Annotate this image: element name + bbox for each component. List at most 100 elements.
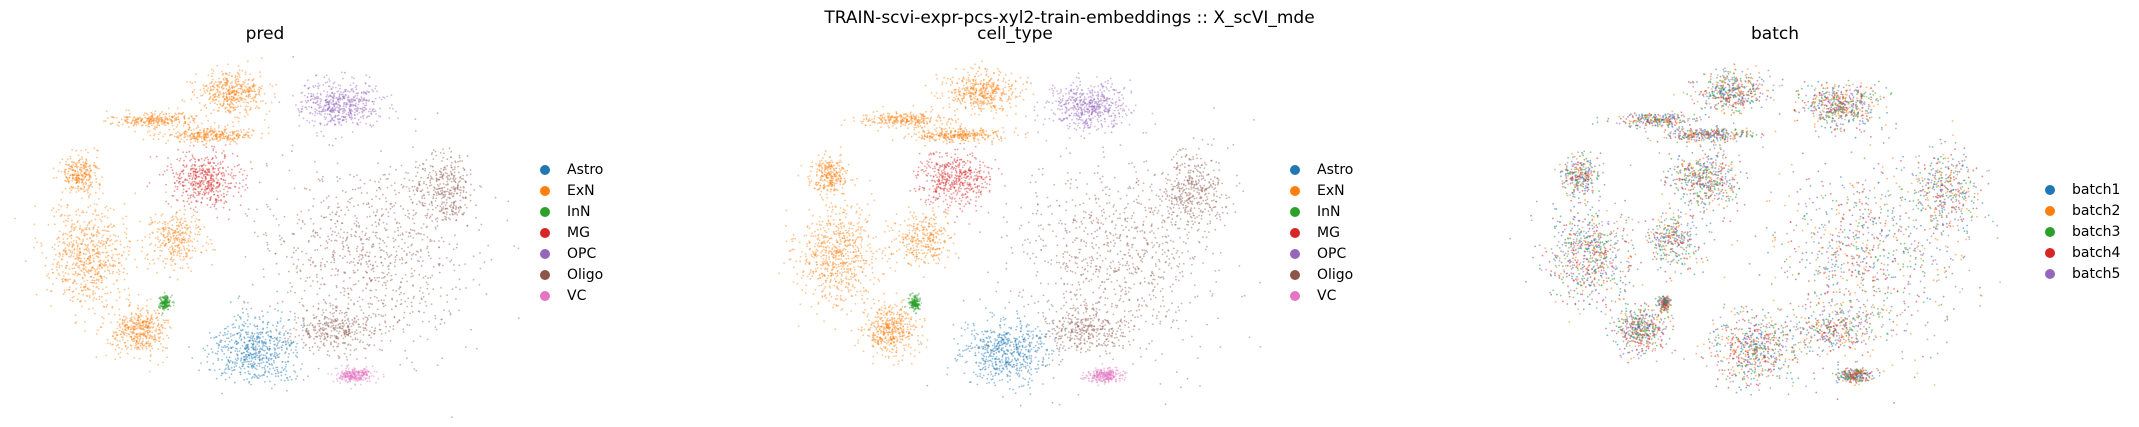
scatter-point: [194, 188, 196, 191]
scatter-point: [234, 108, 237, 111]
scatter-point: [216, 216, 219, 219]
scatter-point: [113, 208, 115, 211]
scatter-point: [276, 198, 279, 201]
scatter-point: [414, 213, 417, 216]
scatter-point: [190, 167, 192, 170]
scatter-point: [331, 118, 334, 120]
scatter-point: [218, 100, 220, 103]
scatter-point: [316, 92, 319, 95]
scatter-point: [336, 114, 339, 117]
scatter-point: [311, 95, 313, 98]
scatter-point: [446, 172, 448, 175]
scatter-point: [441, 160, 443, 162]
scatter-point: [342, 331, 345, 333]
scatter-point: [64, 170, 66, 173]
scatter-point: [352, 269, 355, 272]
scatter-point: [92, 248, 94, 251]
scatter-point: [438, 193, 441, 196]
scatter-point: [253, 231, 256, 234]
scatter-point: [209, 183, 212, 186]
scatter-point: [286, 340, 289, 342]
scatter-point: [197, 170, 199, 173]
scatter-point: [365, 260, 368, 263]
scatter-point: [81, 243, 83, 246]
scatter-point: [351, 338, 354, 341]
scatter-point: [204, 185, 207, 188]
scatter-point: [363, 182, 366, 185]
scatter-point: [202, 175, 205, 177]
scatter-point: [279, 331, 281, 334]
scatter-point: [73, 248, 75, 251]
scatter-point: [324, 247, 327, 250]
scatter-point: [360, 250, 363, 252]
scatter-point: [325, 101, 327, 104]
scatter-point: [448, 310, 451, 312]
scatter-point: [316, 135, 318, 137]
scatter-point: [314, 249, 316, 252]
scatter-point: [325, 99, 327, 102]
scatter-point: [322, 110, 325, 113]
scatter-point: [350, 88, 353, 91]
scatter-point: [176, 179, 178, 182]
scatter-point: [218, 182, 221, 185]
scatter-point: [420, 265, 423, 267]
scatter-point: [179, 172, 182, 175]
scatter-point: [147, 331, 150, 334]
scatter-point: [165, 142, 167, 145]
scatter-point: [387, 268, 390, 271]
scatter-point: [106, 338, 109, 341]
scatter-point: [324, 99, 327, 102]
scatter-point: [395, 305, 397, 308]
scatter-point: [461, 213, 463, 216]
scatter-point: [192, 208, 195, 211]
scatter-point: [148, 130, 151, 132]
scatter-point: [202, 143, 205, 146]
scatter-point: [94, 208, 97, 211]
scatter-point: [104, 292, 107, 295]
scatter-point: [326, 98, 328, 101]
scatter-point: [312, 352, 315, 355]
scatter-point: [464, 181, 467, 184]
scatter-point: [77, 236, 80, 239]
scatter-point: [197, 191, 200, 194]
scatter-point: [324, 105, 327, 107]
scatter-point: [357, 187, 360, 190]
scatter-point: [145, 345, 148, 348]
scatter-point: [72, 169, 75, 172]
scatter-point: [76, 262, 78, 264]
scatter-point: [459, 199, 462, 202]
scatter-point: [336, 317, 338, 320]
scatter-point: [149, 298, 152, 301]
scatter-point: [432, 193, 435, 196]
scatter-point: [314, 112, 317, 114]
scatter-point: [455, 205, 457, 208]
scatter-point: [137, 316, 140, 319]
scatter-point: [204, 164, 207, 167]
scatter-point: [444, 218, 447, 220]
scatter-point: [227, 173, 230, 176]
panel-pred: pred Astro ExN InN MG OPC Oligo VC: [0, 0, 640, 427]
scatter-point: [404, 262, 407, 264]
scatter-point: [319, 265, 322, 268]
scatter-point: [340, 93, 343, 96]
scatter-point: [307, 209, 310, 212]
scatter-point: [383, 250, 385, 253]
scatter-point: [111, 272, 114, 275]
scatter-point: [459, 191, 462, 194]
scatter-point: [152, 138, 155, 141]
scatter-point: [419, 302, 421, 305]
scatter-point: [182, 164, 184, 167]
scatter-point: [469, 173, 472, 176]
scatter-point: [176, 199, 179, 202]
scatter-point: [374, 261, 377, 263]
scatter-point: [374, 214, 377, 217]
scatter-point: [266, 205, 269, 208]
scatter-point: [455, 219, 458, 222]
scatter-point: [204, 91, 207, 94]
scatter-point: [364, 234, 367, 237]
scatter-point: [336, 274, 339, 276]
scatter-point: [86, 238, 88, 241]
scatter-point: [314, 161, 316, 163]
scatter-point: [305, 310, 308, 312]
scatter-point: [87, 255, 90, 258]
